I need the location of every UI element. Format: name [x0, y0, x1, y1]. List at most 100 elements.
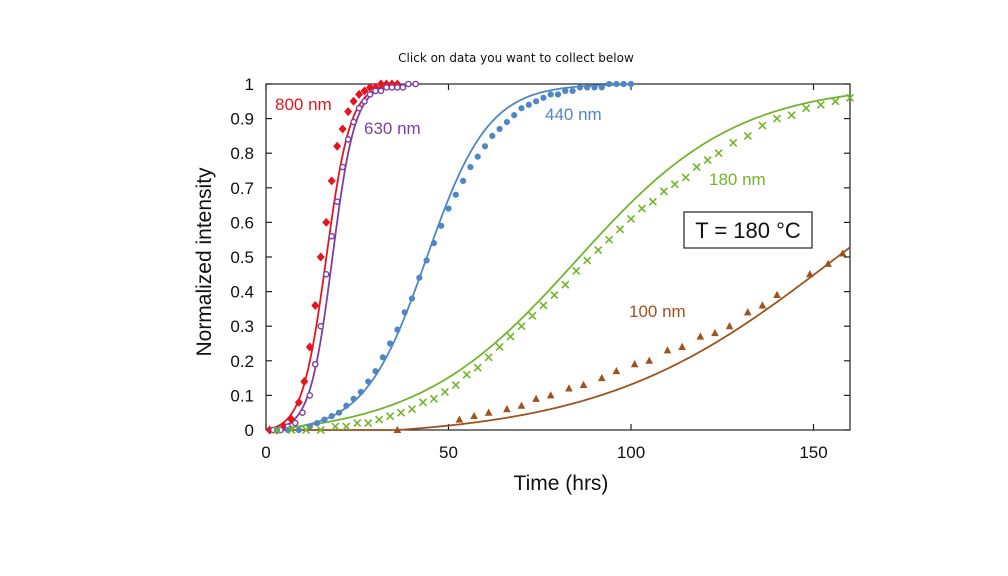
data-point-800-nm[interactable] — [360, 86, 369, 96]
data-point-100-nm[interactable] — [758, 301, 767, 309]
data-point-800-nm[interactable] — [338, 124, 347, 134]
data-point-630-nm[interactable] — [412, 80, 419, 88]
data-point-440-nm[interactable] — [321, 416, 328, 423]
data-point-630-nm[interactable] — [339, 163, 346, 171]
data-point-440-nm[interactable] — [474, 153, 481, 160]
data-point-440-nm[interactable] — [408, 295, 416, 302]
data-point-180-nm[interactable] — [495, 342, 504, 352]
data-point-100-nm[interactable] — [393, 425, 402, 433]
data-point-630-nm[interactable] — [377, 87, 385, 95]
data-point-180-nm[interactable] — [594, 246, 603, 255]
data-point-100-nm[interactable] — [711, 328, 719, 337]
data-point-800-nm[interactable] — [366, 82, 375, 92]
data-point-180-nm[interactable] — [845, 93, 855, 102]
data-point-180-nm[interactable] — [407, 405, 417, 414]
data-point-800-nm[interactable] — [355, 89, 364, 99]
data-point-180-nm[interactable] — [648, 197, 657, 206]
data-point-630-nm[interactable] — [322, 270, 330, 278]
data-point-100-nm[interactable] — [470, 411, 478, 420]
data-point-440-nm[interactable] — [598, 84, 605, 91]
data-point-100-nm[interactable] — [484, 408, 493, 416]
data-point-440-nm[interactable] — [511, 112, 518, 119]
data-point-440-nm[interactable] — [416, 274, 423, 281]
data-point-100-nm[interactable] — [598, 373, 606, 382]
data-point-180-nm[interactable] — [743, 131, 752, 140]
data-point-630-nm[interactable] — [361, 98, 368, 105]
data-point-440-nm[interactable] — [394, 326, 401, 333]
data-point-180-nm[interactable] — [331, 422, 340, 431]
data-point-180-nm[interactable] — [528, 311, 537, 320]
data-point-440-nm[interactable] — [372, 368, 379, 375]
data-point-180-nm[interactable] — [272, 425, 282, 435]
data-point-440-nm[interactable] — [350, 395, 357, 402]
data-point-630-nm[interactable] — [383, 84, 390, 91]
data-point-180-nm[interactable] — [386, 412, 395, 421]
data-point-440-nm[interactable] — [496, 125, 503, 133]
data-point-180-nm[interactable] — [287, 425, 296, 435]
data-point-440-nm[interactable] — [452, 191, 459, 198]
data-point-180-nm[interactable] — [364, 419, 373, 428]
data-point-630-nm[interactable] — [405, 80, 412, 88]
data-point-440-nm[interactable] — [335, 409, 343, 416]
data-point-440-nm[interactable] — [365, 378, 372, 385]
data-point-800-nm[interactable] — [300, 377, 309, 387]
data-point-100-nm[interactable] — [806, 270, 814, 278]
data-point-180-nm[interactable] — [539, 301, 548, 310]
data-point-440-nm[interactable] — [357, 388, 364, 396]
data-point-440-nm[interactable] — [518, 105, 525, 112]
data-point-800-nm[interactable] — [349, 96, 358, 106]
data-point-100-nm[interactable] — [838, 249, 847, 257]
data-point-180-nm[interactable] — [831, 97, 840, 106]
data-point-180-nm[interactable] — [637, 204, 647, 213]
data-point-440-nm[interactable] — [627, 80, 635, 88]
data-point-440-nm[interactable] — [387, 340, 394, 347]
data-point-180-nm[interactable] — [605, 235, 614, 244]
data-point-180-nm[interactable] — [703, 156, 712, 165]
data-point-180-nm[interactable] — [440, 387, 449, 397]
data-point-440-nm[interactable] — [576, 84, 584, 91]
data-point-100-nm[interactable] — [645, 356, 654, 364]
data-point-180-nm[interactable] — [462, 370, 471, 379]
data-point-800-nm[interactable] — [311, 300, 320, 310]
data-points[interactable] — [265, 79, 855, 435]
data-point-100-nm[interactable] — [696, 332, 705, 340]
data-point-630-nm[interactable] — [372, 87, 379, 95]
data-point-440-nm[interactable] — [562, 87, 569, 95]
data-point-180-nm[interactable] — [517, 322, 526, 331]
data-point-100-nm[interactable] — [678, 342, 686, 350]
data-point-800-nm[interactable] — [333, 141, 342, 151]
data-point-100-nm[interactable] — [565, 384, 573, 392]
data-point-440-nm[interactable] — [423, 257, 430, 264]
data-point-630-nm[interactable] — [355, 104, 363, 112]
data-point-440-nm[interactable] — [460, 177, 467, 184]
data-point-100-nm[interactable] — [546, 391, 555, 399]
data-point-440-nm[interactable] — [554, 91, 562, 98]
data-point-180-nm[interactable] — [802, 104, 811, 113]
data-point-180-nm[interactable] — [418, 398, 428, 407]
data-point-180-nm[interactable] — [451, 380, 460, 390]
data-point-180-nm[interactable] — [396, 408, 406, 417]
data-point-800-nm[interactable] — [305, 342, 314, 352]
data-point-440-nm[interactable] — [314, 419, 321, 427]
data-point-180-nm[interactable] — [342, 422, 351, 431]
data-point-180-nm[interactable] — [550, 290, 559, 300]
data-point-630-nm[interactable] — [399, 84, 407, 91]
data-point-180-nm[interactable] — [429, 394, 438, 403]
data-point-180-nm[interactable] — [681, 173, 690, 182]
data-point-180-nm[interactable] — [670, 180, 679, 189]
data-point-630-nm[interactable] — [366, 91, 374, 98]
data-point-180-nm[interactable] — [787, 111, 796, 120]
data-point-180-nm[interactable] — [561, 280, 570, 289]
data-point-100-nm[interactable] — [725, 322, 734, 330]
data-point-100-nm[interactable] — [579, 380, 588, 389]
data-point-440-nm[interactable] — [343, 402, 350, 409]
data-point-100-nm[interactable] — [630, 360, 639, 368]
data-point-100-nm[interactable] — [612, 366, 621, 375]
data-point-800-nm[interactable] — [376, 79, 385, 89]
data-point-630-nm[interactable] — [317, 322, 325, 330]
data-point-630-nm[interactable] — [291, 419, 299, 427]
data-point-440-nm[interactable] — [613, 80, 620, 88]
data-point-440-nm[interactable] — [503, 118, 510, 126]
data-point-180-nm[interactable] — [692, 162, 701, 172]
